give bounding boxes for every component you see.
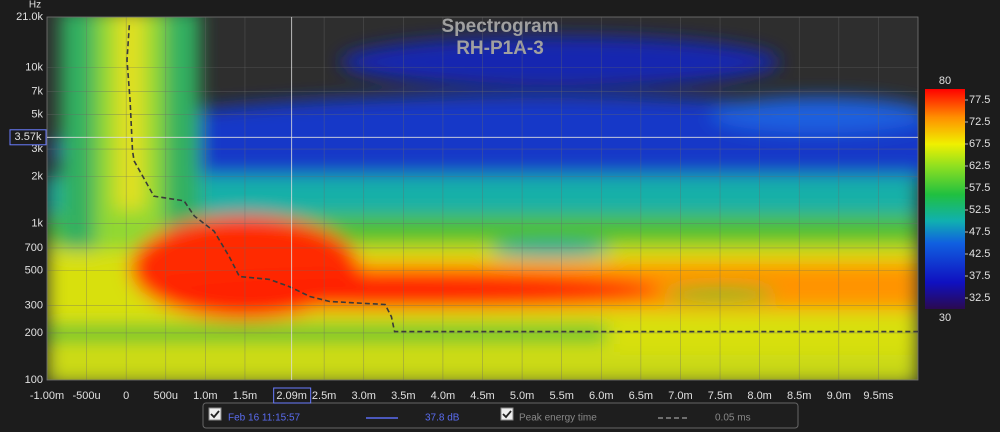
x-tick-label: 3.5m [391,390,415,402]
x-tick-label: 7.0m [668,390,692,402]
chart-title: Spectrogram [441,16,558,37]
x-tick-label: 4.0m [431,390,455,402]
colorbar-end-label: 30 [939,312,951,324]
legend-label: Feb 16 11:15:57 [228,413,301,424]
x-tick-label: 9.0m [827,390,851,402]
colorbar-tick-label: 47.5 [969,226,990,238]
y-tick-label: 10k [25,61,43,73]
y-tick-label: 200 [25,327,43,339]
x-tick-label: 6.0m [589,390,613,402]
x-tick-label: 3.0m [351,390,375,402]
y-tick-label: 300 [25,299,43,311]
cursor-y-box [9,129,47,146]
colorbar-tick-label: 57.5 [969,182,990,194]
y-tick-label: 500 [25,265,43,277]
y-tick-label: 2k [31,171,43,183]
colorbar-tick-label: 72.5 [969,116,990,128]
colorbar-tick-label: 77.5 [969,94,990,106]
y-axis-label: Hz [29,0,41,11]
colorbar-tick-label: 67.5 [969,138,990,150]
check-mark [210,410,220,419]
heatmap [47,17,918,380]
check-mark [502,410,512,419]
x-tick-label: -1.00m [30,390,64,402]
y-tick-label: 100 [25,374,43,386]
cursor-x-box [273,387,312,404]
y-tick-label: 1k [31,218,43,230]
colorbar [925,89,965,309]
x-tick-label: 0 [123,390,129,402]
y-tick-label: 700 [25,242,43,254]
colorbar-end-label: 80 [939,75,951,87]
x-tick-label: -500u [73,390,101,402]
x-tick-label: 500u [154,390,178,402]
chart-subtitle: RH-P1A-3 [456,38,544,59]
cursor-y-label: 3.57k [15,131,42,143]
y-tick-label: 7k [31,85,43,97]
x-tick-label: 1.0m [193,390,217,402]
legend-label: Peak energy time [519,413,597,424]
y-tick-label: 21.0k [16,11,43,23]
x-tick-label: 8.0m [747,390,771,402]
colorbar-tick-label: 32.5 [969,292,990,304]
x-tick-label: 5.5m [549,390,573,402]
colorbar-tick-label: 37.5 [969,270,990,282]
x-tick-label: 2.5m [312,390,336,402]
x-tick-label: 9.5ms [863,390,893,402]
x-tick-label: 1.5m [233,390,257,402]
cursor-x-label: 2.09m [276,390,307,402]
y-tick-label: 3k [31,143,43,155]
x-tick-label: 5.0m [510,390,534,402]
legend-value: 0.05 ms [715,413,751,424]
colorbar-tick-label: 52.5 [969,204,990,216]
x-tick-label: 7.5m [708,390,732,402]
x-tick-label: 4.5m [470,390,494,402]
y-tick-label: 5k [31,108,43,120]
colorbar-tick-label: 42.5 [969,248,990,260]
legend-value: 37.8 dB [425,413,460,424]
legend-checkbox [208,407,222,421]
peak-energy-line [126,25,918,333]
legend-checkbox [500,407,514,421]
x-tick-label: 6.5m [629,390,653,402]
colorbar-tick-label: 62.5 [969,160,990,172]
x-tick-label: 8.5m [787,390,811,402]
